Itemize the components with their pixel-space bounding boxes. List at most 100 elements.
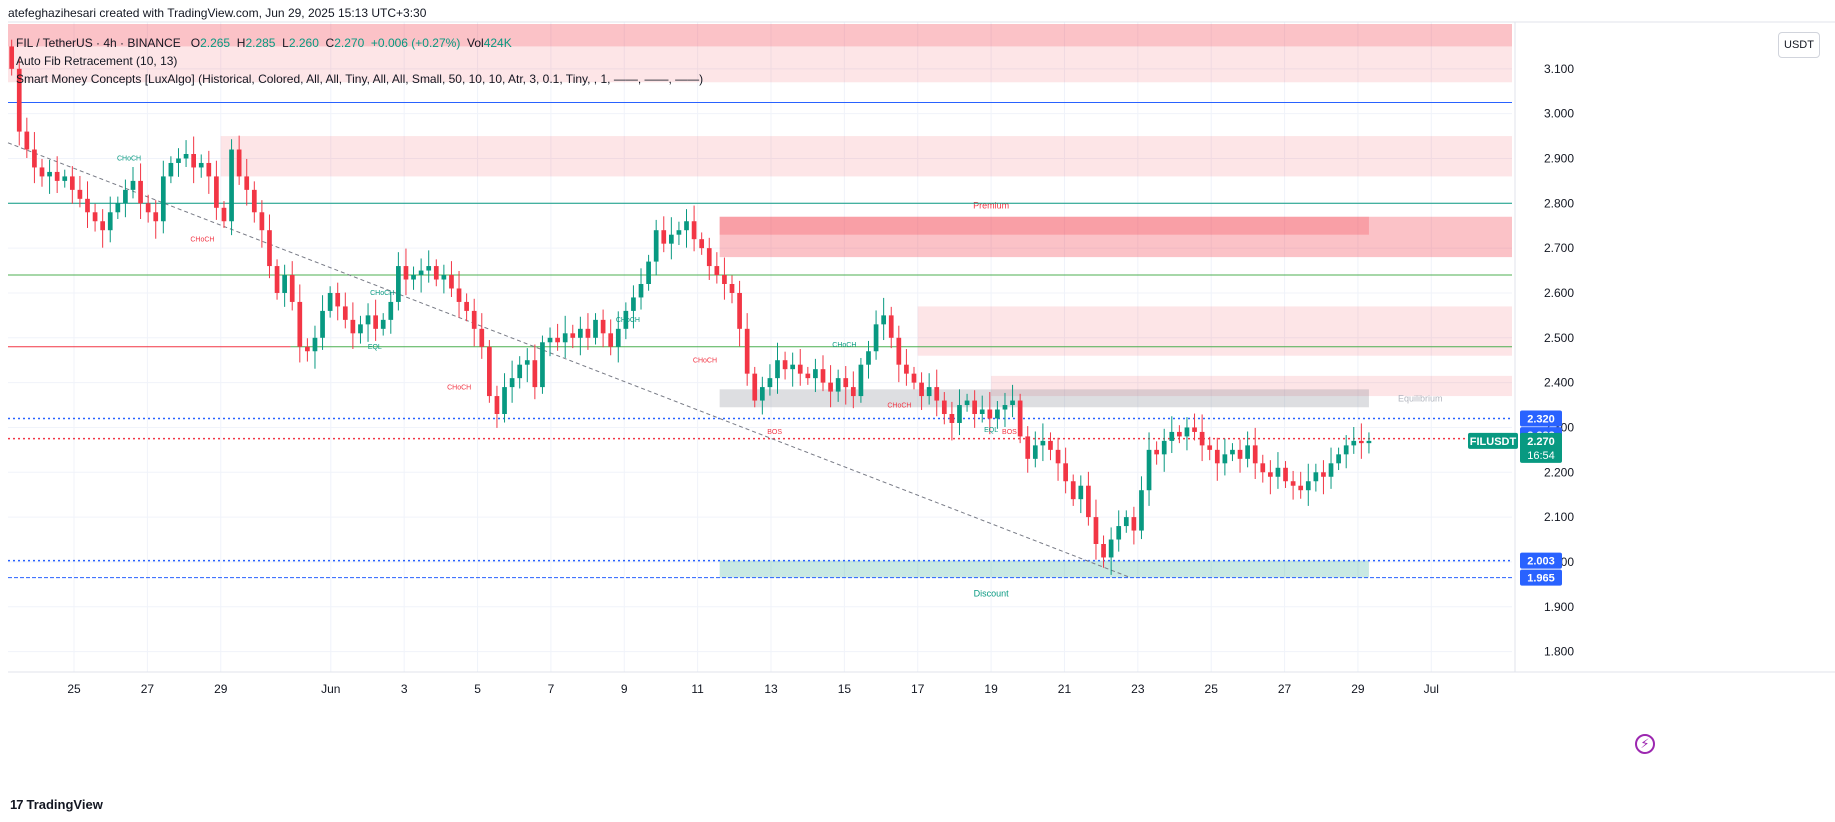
candle-body[interactable] — [593, 319, 598, 338]
tradingview-logo[interactable]: 17 TradingView — [10, 797, 103, 812]
candle-body[interactable] — [138, 180, 143, 204]
candle-body[interactable] — [92, 212, 98, 222]
candle-body[interactable] — [532, 360, 538, 388]
candle-body[interactable] — [471, 310, 477, 329]
candle-body[interactable] — [1336, 454, 1341, 464]
candle-body[interactable] — [1245, 445, 1250, 459]
candle-body[interactable] — [668, 234, 674, 244]
candle-body[interactable] — [828, 382, 833, 392]
candle-body[interactable] — [691, 221, 697, 240]
candle-body[interactable] — [244, 176, 250, 190]
candle-body[interactable] — [342, 306, 348, 320]
candle-body[interactable] — [790, 364, 796, 370]
candle-body[interactable] — [464, 301, 469, 311]
candle-body[interactable] — [62, 176, 68, 181]
candle-body[interactable] — [358, 324, 363, 334]
candle-body[interactable] — [251, 189, 257, 213]
candle-body[interactable] — [699, 239, 705, 249]
candle-body[interactable] — [1260, 463, 1266, 473]
candle-body[interactable] — [919, 382, 924, 397]
candle-body[interactable] — [714, 266, 720, 276]
candle-body[interactable] — [1237, 449, 1243, 459]
candle-body[interactable] — [1214, 449, 1220, 464]
candle-body[interactable] — [160, 176, 166, 222]
candle-body[interactable] — [615, 328, 621, 347]
candle-body[interactable] — [373, 315, 378, 329]
candle-body[interactable] — [1207, 445, 1213, 450]
candle-body[interactable] — [1101, 544, 1106, 558]
candle-body[interactable] — [1222, 454, 1228, 464]
candle-body[interactable] — [1010, 400, 1015, 406]
candle-body[interactable] — [130, 180, 136, 190]
candle-body[interactable] — [403, 266, 409, 280]
candle-body[interactable] — [646, 261, 651, 284]
candle-body[interactable] — [608, 333, 614, 347]
candle-body[interactable] — [267, 230, 272, 267]
candle-body[interactable] — [24, 131, 30, 150]
candle-body[interactable] — [282, 275, 287, 293]
candle-body[interactable] — [47, 171, 52, 177]
candle-body[interactable] — [494, 396, 500, 414]
candle-body[interactable] — [388, 301, 394, 320]
candle-body[interactable] — [191, 154, 196, 168]
candle-body[interactable] — [411, 275, 416, 280]
candle-body[interactable] — [1275, 467, 1281, 477]
candle-body[interactable] — [259, 212, 265, 231]
candle-body[interactable] — [221, 207, 227, 222]
candle-body[interactable] — [1268, 472, 1273, 477]
candle-body[interactable] — [1298, 485, 1304, 491]
candle-body[interactable] — [1252, 445, 1258, 464]
candle-body[interactable] — [456, 288, 462, 302]
candle-body[interactable] — [653, 230, 659, 262]
candle-body[interactable] — [775, 360, 780, 379]
candle-body[interactable] — [509, 378, 515, 388]
candle-body[interactable] — [676, 230, 682, 235]
candle-body[interactable] — [684, 221, 689, 231]
candle-body[interactable] — [312, 337, 318, 352]
candle-body[interactable] — [995, 409, 1000, 419]
candle-body[interactable] — [744, 328, 750, 374]
candle-body[interactable] — [881, 315, 887, 325]
candle-body[interactable] — [305, 346, 310, 352]
candle-body[interactable] — [183, 154, 189, 159]
symbol-legend-row[interactable]: FIL / TetherUS · 4h · BINANCE O2.265 H2.… — [16, 34, 703, 52]
candle-body[interactable] — [524, 360, 530, 365]
candle-body[interactable] — [1283, 467, 1288, 482]
candle-body[interactable] — [297, 301, 303, 347]
candle-body[interactable] — [752, 373, 758, 401]
candle-body[interactable] — [1161, 440, 1167, 455]
candle-body[interactable] — [198, 162, 204, 168]
candle-body[interactable] — [1139, 490, 1144, 531]
candle-body[interactable] — [1230, 449, 1235, 455]
candle-body[interactable] — [335, 292, 341, 307]
candle-body[interactable] — [850, 387, 856, 397]
candle-body[interactable] — [562, 333, 568, 343]
candle-body[interactable] — [540, 342, 545, 388]
candle-body[interactable] — [570, 333, 576, 338]
candle-body[interactable] — [1154, 449, 1159, 455]
candle-body[interactable] — [517, 364, 523, 379]
candle-body[interactable] — [926, 387, 932, 397]
candle-body[interactable] — [972, 400, 977, 414]
candle-body[interactable] — [1177, 431, 1182, 437]
candle-body[interactable] — [941, 400, 947, 414]
candle-body[interactable] — [214, 176, 219, 208]
candle-body[interactable] — [502, 387, 507, 414]
candle-body[interactable] — [16, 68, 22, 132]
candle-body[interactable] — [380, 319, 386, 329]
candle-body[interactable] — [661, 230, 667, 244]
candle-body[interactable] — [433, 266, 439, 280]
candle-body[interactable] — [987, 409, 993, 419]
candle-body[interactable] — [1321, 472, 1326, 477]
candle-body[interactable] — [722, 275, 727, 284]
candle-body[interactable] — [39, 167, 45, 177]
candle-body[interactable] — [759, 387, 765, 401]
candle-body[interactable] — [123, 189, 128, 204]
candle-body[interactable] — [949, 414, 955, 423]
candle-body[interactable] — [1199, 431, 1205, 446]
candle-body[interactable] — [1192, 427, 1197, 432]
candle-body[interactable] — [835, 378, 841, 392]
candle-body[interactable] — [289, 275, 295, 302]
candle-body[interactable] — [1048, 440, 1053, 450]
